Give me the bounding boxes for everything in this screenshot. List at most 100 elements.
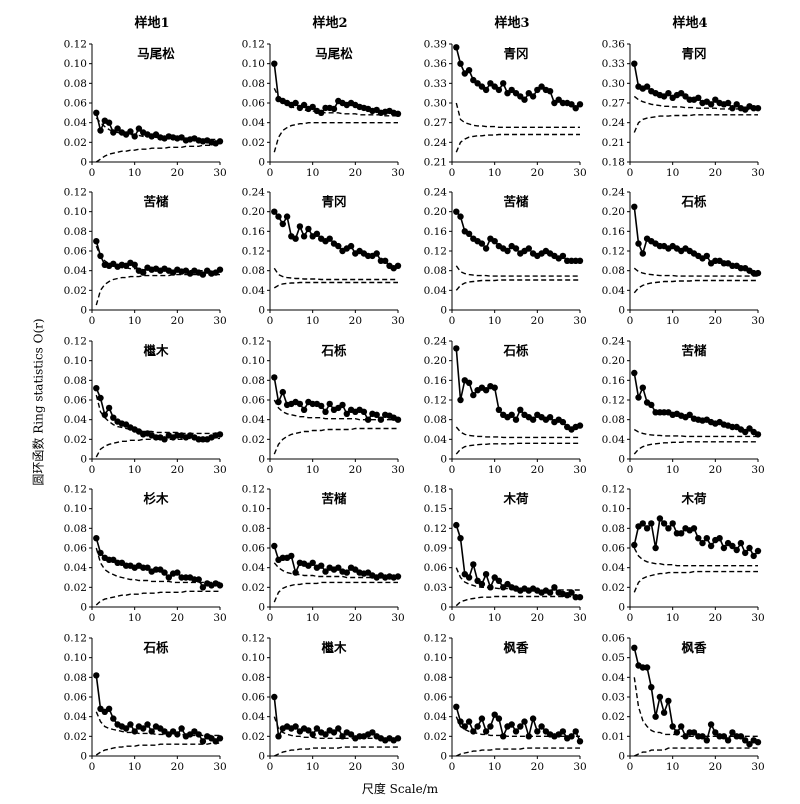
y-tick-label: 0.04 (242, 562, 266, 574)
x-tick-label: 20 (531, 612, 544, 624)
x-tick-label: 20 (349, 612, 362, 624)
species-label: 青冈 (321, 194, 346, 209)
observed-point (478, 240, 486, 247)
observed-point (470, 391, 477, 399)
y-tick-label: 0.20 (242, 206, 265, 218)
observed-point (712, 729, 719, 736)
y-tick-label: 0.06 (424, 692, 448, 704)
observed-point (572, 728, 579, 735)
observed-line (633, 647, 759, 746)
panel-r5c2: 0 0.02 0.04 0.06 0.08 0.10 0.12 0 10 20 30 檵木 (242, 633, 405, 774)
y-tick-label: 0.02 (242, 731, 265, 743)
species-label: 青冈 (503, 46, 528, 61)
y-tick-label: 0.18 (602, 157, 625, 169)
observed-point (699, 733, 706, 740)
panel-r1c1: 0 0.02 0.04 0.06 0.08 0.10 0.12 0 10 20 30 马尾松 (64, 39, 227, 180)
y-tick-label: 0.08 (64, 523, 87, 535)
y-tick-label: 0.02 (602, 582, 625, 594)
observed-point (576, 257, 584, 264)
y-tick-label: 0.20 (424, 206, 447, 218)
observed-point (729, 729, 736, 736)
observed-point (347, 242, 355, 250)
observed-point (292, 569, 299, 576)
observed-point (335, 564, 342, 571)
observed-point (135, 125, 143, 132)
observed-point (339, 733, 346, 740)
observed-point (465, 718, 473, 725)
observed-point (508, 411, 515, 418)
panel-r5c3: 0 0.02 0.04 0.06 0.08 0.10 0.12 0 10 20 30 枫香 (424, 633, 587, 774)
observed-point (394, 110, 402, 118)
panel-r4c4: 0 0.02 0.04 0.06 0.08 0.10 0.12 0 10 20 30 木荷 (602, 484, 765, 625)
observed-point (500, 80, 507, 87)
column-title-4: 样地4 (672, 16, 708, 31)
y-tick-label: 0.04 (602, 285, 626, 297)
observed-point (97, 549, 104, 557)
y-tick-label: 0.02 (242, 137, 265, 149)
panel-r5c1: 0 0.02 0.04 0.06 0.08 0.10 0.12 0 10 20 30 石栎 (64, 633, 227, 774)
observed-point (572, 105, 579, 112)
y-tick-label: 0 (80, 305, 87, 317)
x-tick-label: 10 (488, 464, 501, 476)
y-tick-label: 0.04 (64, 711, 88, 723)
observed-point (703, 535, 710, 542)
y-tick-label: 0 (618, 454, 625, 466)
species-label: 木荷 (680, 491, 707, 506)
observed-point (635, 240, 642, 247)
y-tick-label: 0.24 (602, 117, 626, 129)
observed-point (93, 385, 100, 392)
observed-point (482, 387, 490, 394)
y-tick-label: 0 (258, 157, 265, 169)
observed-point (271, 208, 278, 215)
y-tick-label: 0.08 (424, 672, 447, 684)
observed-point (512, 416, 520, 423)
x-tick-label: 20 (171, 761, 184, 773)
observed-point (724, 99, 732, 107)
y-tick-label: 0.24 (424, 187, 448, 199)
x-tick-label: 10 (306, 315, 319, 327)
observed-point (478, 715, 486, 722)
observed-point (660, 709, 668, 716)
observed-point (538, 723, 545, 730)
observed-point (754, 739, 762, 746)
y-tick-label: 0.06 (602, 633, 626, 645)
y-tick-label: 0.06 (242, 543, 266, 555)
panel-r2c2: 0 0.04 0.08 0.12 0.16 0.20 0.24 0 10 20 30 青冈 (242, 187, 405, 328)
x-axis-label: 尺度 Scale/m (361, 782, 439, 796)
observed-point (546, 589, 554, 596)
species-label: 石栎 (502, 343, 529, 358)
x-tick-label: 10 (666, 612, 679, 624)
species-label: 石栎 (320, 343, 347, 358)
y-tick-label: 0 (618, 305, 625, 317)
observed-point (652, 713, 659, 720)
y-tick-label: 0.08 (602, 265, 625, 277)
observed-point (343, 569, 350, 576)
observed-point (131, 728, 138, 735)
observed-point (343, 410, 350, 417)
y-tick-label: 0.04 (64, 562, 88, 574)
observed-point (639, 520, 646, 527)
lower-envelope-line (273, 427, 398, 455)
observed-point (673, 729, 681, 736)
x-tick-label: 20 (531, 315, 544, 327)
panel-r3c1: 0 0.02 0.04 0.06 0.08 0.10 0.12 0 10 20 30 檵木 (64, 336, 227, 477)
lower-envelope-line (455, 595, 580, 607)
observed-point (729, 542, 736, 550)
x-tick-label: 10 (666, 167, 679, 179)
panel-r1c3: 0.21 0.24 0.27 0.30 0.33 0.36 0.39 0 10 20 30 青冈 (424, 39, 587, 180)
y-tick-label: 0.06 (424, 562, 448, 574)
observed-point (695, 94, 702, 102)
species-label: 马尾松 (315, 46, 353, 61)
y-tick-label: 0.08 (242, 375, 265, 387)
observed-point (487, 584, 494, 591)
observed-point (300, 101, 308, 109)
y-tick-label: 0.08 (424, 265, 447, 277)
observed-point (296, 223, 304, 230)
y-tick-label: 0.08 (424, 414, 447, 426)
observed-point (559, 252, 567, 260)
observed-point (568, 589, 575, 596)
y-tick-label: 0.20 (424, 355, 447, 367)
observed-point (703, 252, 710, 260)
lower-envelope-line (95, 143, 220, 163)
